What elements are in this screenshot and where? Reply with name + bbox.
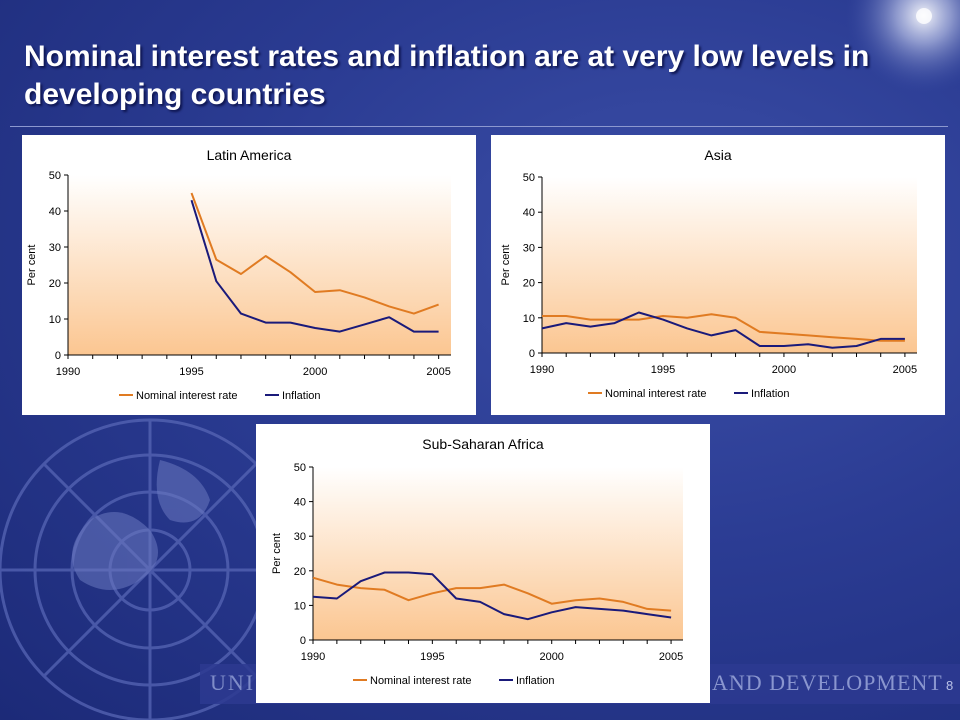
plot-area <box>68 175 451 355</box>
series-line-inflation <box>541 311 905 349</box>
sub-saharan-africa-chart: Sub-Saharan Africa 0 10 20 30 40 50 Per cent 199… <box>271 436 683 687</box>
x-tick-label-2000: 2000 <box>303 366 327 378</box>
series-line-inflation <box>190 199 439 333</box>
legend-label-inflation: Inflation <box>751 388 790 400</box>
legend-label-nominal-interest-rate: Nominal interest rate <box>605 388 707 400</box>
chart-panel-asia: Asia 0 10 20 30 40 50 Per cent 1990 1995 2000 2005 N… <box>491 135 945 415</box>
slide-title: Nominal interest rates and inflation are… <box>24 40 870 111</box>
asia-chart: Asia 0 10 20 30 40 50 Per cent 1990 1995 2000 2005 N… <box>500 147 917 400</box>
y-tick-label-10: 10 <box>49 314 61 326</box>
latin-america-chart: Latin America 0 10 20 30 40 50 Per cent 1990 1995… <box>26 147 451 402</box>
legend-label-nominal-interest-rate: Nominal interest rate <box>370 675 472 687</box>
y-tick-label-40: 40 <box>49 206 61 218</box>
legend-label-inflation: Inflation <box>516 675 555 687</box>
chart-panel-latin-america: Latin America 0 10 20 30 40 50 Per cent 1990 1995… <box>22 135 476 415</box>
footer-text-right: AND DEVELOPMENT <box>712 670 943 695</box>
x-tick-label-1990: 1990 <box>530 364 554 376</box>
chart-title: Sub-Saharan Africa <box>422 436 544 452</box>
x-tick-label-2005: 2005 <box>893 364 917 376</box>
y-axis-label: Per cent <box>26 245 38 286</box>
chart-title: Latin America <box>207 147 292 163</box>
y-tick-label-20: 20 <box>294 566 306 578</box>
series-line-nominal-interest-rate <box>190 192 439 315</box>
y-tick-label-30: 30 <box>294 531 306 543</box>
legend-label-inflation: Inflation <box>282 390 321 402</box>
decorative-light-glow <box>830 0 960 130</box>
y-tick-label-40: 40 <box>523 207 535 219</box>
y-axis-label: Per cent <box>500 245 512 286</box>
slide-number: 8 <box>946 678 954 693</box>
y-tick-label-0: 0 <box>300 635 306 647</box>
x-tick-label-1995: 1995 <box>651 364 675 376</box>
y-tick-label-40: 40 <box>294 497 306 509</box>
y-tick-label-0: 0 <box>55 350 61 362</box>
series-line-inflation <box>312 571 672 621</box>
y-tick-label-50: 50 <box>294 462 306 474</box>
x-tick-label-1995: 1995 <box>179 366 203 378</box>
y-tick-label-0: 0 <box>529 348 535 360</box>
x-tick-label-1990: 1990 <box>301 651 325 663</box>
plot-area <box>542 177 917 353</box>
title-divider <box>10 126 948 127</box>
footer-text-left: UNI <box>210 670 256 695</box>
y-tick-label-30: 30 <box>523 242 535 254</box>
series-line-nominal-interest-rate <box>312 576 672 612</box>
y-axis-label: Per cent <box>271 533 283 574</box>
series-line-nominal-interest-rate <box>542 313 905 342</box>
x-tick-label-1990: 1990 <box>56 366 80 378</box>
y-tick-label-10: 10 <box>523 313 535 325</box>
y-tick-label-20: 20 <box>49 278 61 290</box>
y-tick-label-50: 50 <box>523 172 535 184</box>
y-tick-label-10: 10 <box>294 600 306 612</box>
x-tick-label-1995: 1995 <box>420 651 444 663</box>
chart-title: Asia <box>704 147 731 163</box>
plot-area <box>313 467 683 640</box>
y-tick-label-50: 50 <box>49 170 61 182</box>
x-tick-label-2000: 2000 <box>772 364 796 376</box>
un-emblem-watermark <box>0 418 302 720</box>
x-tick-label-2005: 2005 <box>659 651 683 663</box>
legend-label-nominal-interest-rate: Nominal interest rate <box>136 390 238 402</box>
chart-panel-sub-saharan-africa: Sub-Saharan Africa 0 10 20 30 40 50 Per cent 199… <box>256 424 710 703</box>
x-tick-label-2005: 2005 <box>426 366 450 378</box>
y-tick-label-20: 20 <box>523 278 535 290</box>
x-tick-label-2000: 2000 <box>539 651 563 663</box>
y-tick-label-30: 30 <box>49 242 61 254</box>
